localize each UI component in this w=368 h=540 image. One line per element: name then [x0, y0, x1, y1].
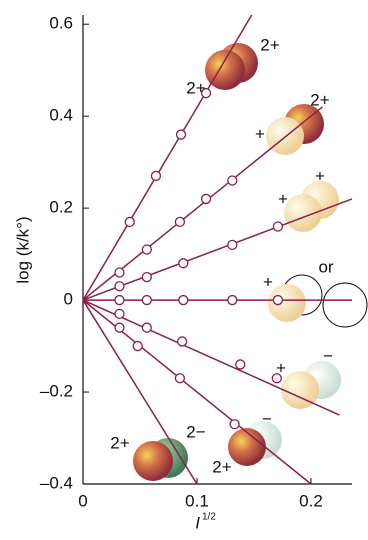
fit-line [82, 106, 323, 301]
y-tick-label: –0.4 [40, 473, 73, 492]
data-point [114, 294, 125, 306]
data-point [200, 193, 212, 205]
x-tick-label: 0.2 [299, 491, 323, 510]
data-point [200, 88, 212, 99]
data-point [132, 340, 143, 352]
charge-label: + [276, 358, 286, 377]
charge-label: + [255, 124, 265, 143]
y-tick-label: 0 [64, 290, 73, 309]
data-point [174, 373, 186, 384]
data-point [235, 359, 246, 370]
ion-spheres [133, 43, 368, 481]
data-point [174, 216, 186, 228]
charge-label: 2+ [212, 457, 231, 476]
y-tick-label: 0.4 [49, 106, 73, 125]
data-point [141, 294, 152, 306]
data-point [114, 267, 125, 278]
data-point [272, 294, 284, 306]
charge-label: + [263, 272, 273, 291]
x-tick-label: 0 [78, 491, 87, 510]
charge-label: or [318, 257, 333, 276]
charge-label: + [315, 166, 325, 185]
data-point [178, 258, 189, 269]
fit-line [82, 299, 340, 416]
data-point [177, 336, 188, 347]
y-axis-label: log (k/k°) [13, 216, 32, 283]
x-axis-label: I [195, 513, 200, 532]
charge-label: 2+ [310, 90, 329, 109]
y-tick-label: –0.2 [40, 382, 73, 401]
charge-label: − [262, 409, 272, 428]
charge-label: 2+ [186, 78, 205, 97]
charge-label: + [278, 189, 288, 208]
data-point [150, 170, 162, 182]
y-tick-label: 0.2 [49, 198, 73, 217]
data-point [227, 175, 238, 186]
data-point [124, 216, 135, 228]
charge-label: 2− [186, 422, 205, 441]
data-point [141, 244, 152, 255]
x-tick-label: 0.1 [185, 491, 209, 510]
data-point [141, 271, 152, 283]
charge-label: 2+ [260, 35, 279, 54]
fit-line [82, 14, 253, 301]
data-point [114, 308, 125, 320]
charge-label: − [323, 346, 333, 365]
charge-label: 2+ [110, 433, 129, 452]
data-point [272, 221, 284, 232]
data-point [271, 373, 282, 384]
data-point [114, 281, 125, 292]
data-point [227, 239, 238, 251]
x-axis-label-sup: 1/2 [202, 512, 216, 523]
y-tick-label: 0.6 [49, 14, 73, 33]
fit-line [82, 198, 353, 301]
fit-line [82, 299, 198, 485]
data-point [114, 322, 125, 333]
data-point [141, 322, 152, 333]
data-point [229, 419, 240, 430]
data-point [227, 294, 238, 306]
data-point [175, 129, 187, 140]
data-point [178, 294, 189, 306]
